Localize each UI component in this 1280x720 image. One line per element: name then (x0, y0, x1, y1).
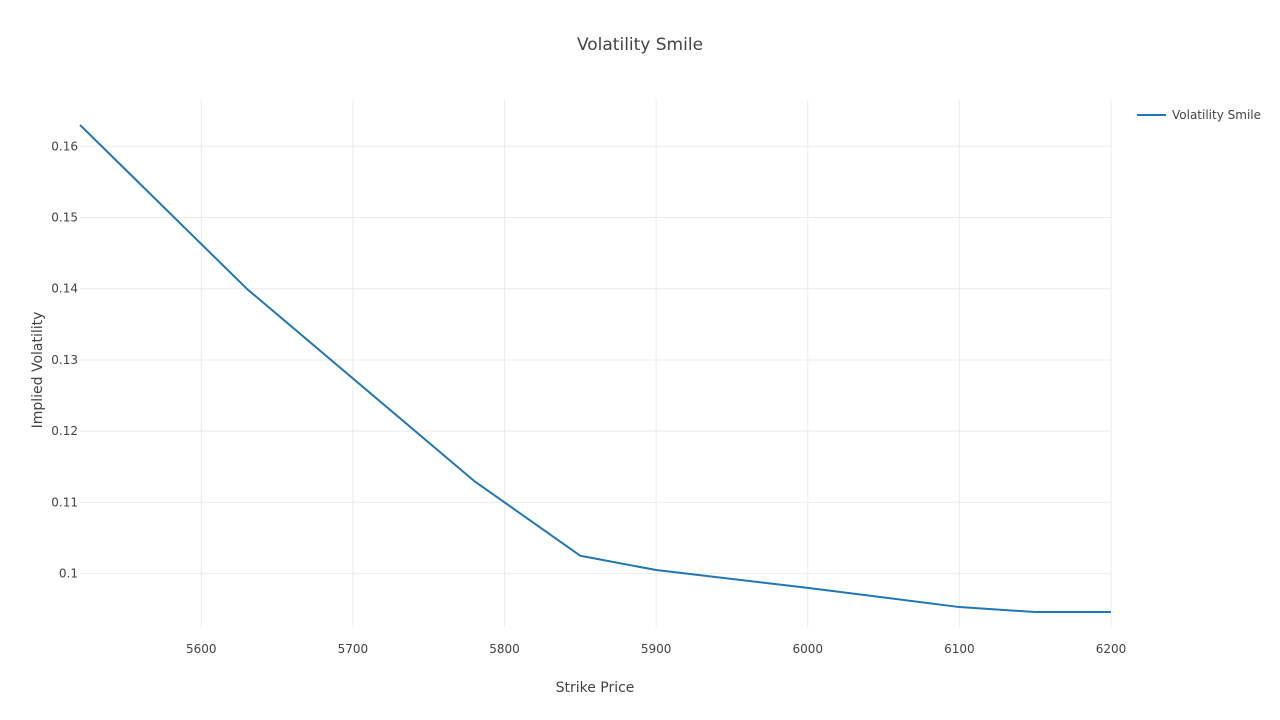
x-axis-label: Strike Price (556, 680, 635, 696)
y-tick-label: 0.12 (51, 424, 78, 438)
x-tick-label: 5800 (489, 642, 520, 656)
y-axis-label: Implied Volatility (30, 312, 46, 429)
y-tick-label: 0.16 (51, 139, 78, 153)
series-layer (79, 124, 1111, 614)
y-tick-label: 0.14 (51, 282, 78, 296)
y-tick-label: 0.1 (59, 567, 78, 581)
y-tick-label: 0.13 (51, 353, 78, 367)
x-tick-label: 6000 (792, 642, 823, 656)
legend-label-volatility-smile: Volatility Smile (1172, 108, 1261, 122)
x-tick-label: 5700 (338, 642, 369, 656)
series-line-volatility-smile[interactable] (79, 124, 1111, 614)
x-tick-label: 5600 (186, 642, 217, 656)
y-axis-ticks: 0.1 0.11 0.12 0.13 0.14 0.15 0.16 (51, 139, 78, 580)
x-tick-label: 5900 (641, 642, 672, 656)
legend[interactable]: Volatility Smile (1137, 108, 1261, 122)
x-tick-label: 6100 (944, 642, 975, 656)
x-tick-label: 6200 (1096, 642, 1127, 656)
x-axis-ticks: 5600 5700 5800 5900 6000 6100 6200 (186, 642, 1126, 656)
chart-title: Volatility Smile (577, 35, 703, 55)
grid (80, 100, 1112, 627)
y-tick-label: 0.15 (51, 211, 78, 225)
y-tick-label: 0.11 (51, 495, 78, 509)
